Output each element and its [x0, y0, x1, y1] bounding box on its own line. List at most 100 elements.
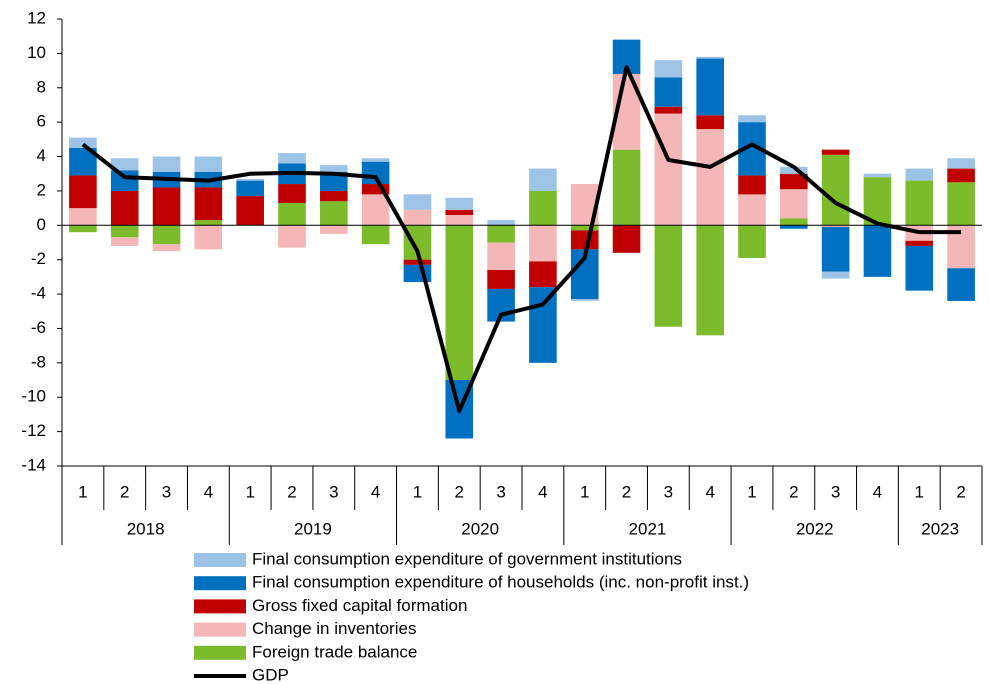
legend-label: Change in inventories [252, 619, 416, 638]
x-tick-label: 3 [664, 482, 673, 501]
bar-segment [487, 270, 515, 289]
x-tick-label: 4 [705, 482, 714, 501]
bar-segment [361, 158, 390, 162]
x-group-label: 2021 [629, 519, 667, 538]
bar-segment [110, 158, 139, 171]
x-tick-label: 2 [120, 482, 129, 501]
bar-segment [947, 268, 975, 301]
bar-segment [738, 115, 766, 123]
bar-segment [445, 225, 474, 381]
bar-segment [529, 225, 557, 262]
bar-segment [110, 225, 139, 238]
bar-segment [403, 209, 432, 226]
bar-segment [320, 225, 348, 234]
bar-segment [821, 271, 850, 279]
bar-segment [194, 187, 223, 221]
x-tick-label: 1 [915, 482, 924, 501]
bar-segment [696, 58, 724, 116]
x-tick-label: 4 [873, 482, 882, 501]
bar-segment [361, 184, 390, 195]
y-tick-label: -6 [31, 318, 46, 337]
bar-segment [445, 214, 474, 226]
bar-segment [110, 237, 139, 246]
x-tick-label: 2 [956, 482, 965, 501]
bar-segment [403, 259, 432, 265]
bar-segment [821, 227, 850, 272]
bar-segment [947, 182, 975, 226]
bar-segment [529, 261, 557, 288]
bar-segment [320, 190, 348, 202]
y-tick-label: 4 [37, 146, 46, 165]
bar-segment [905, 180, 934, 226]
bar-segment [654, 77, 683, 107]
bar-segment [403, 264, 432, 283]
legend-label: GDP [252, 665, 289, 684]
bar-segment [278, 153, 306, 164]
legend-swatch [194, 645, 246, 660]
bar-segment [780, 173, 808, 190]
bar-segment [445, 209, 474, 215]
bar-segment [110, 170, 139, 191]
x-tick-label: 4 [538, 482, 547, 501]
x-tick-label: 1 [413, 482, 422, 501]
bar-segment [320, 172, 348, 191]
bar-segment [780, 225, 808, 229]
bar-segment [69, 208, 97, 226]
y-tick-label: -4 [31, 284, 46, 303]
y-tick-label: -8 [31, 352, 46, 371]
legend-label: Final consumption expenditure of househo… [252, 573, 749, 592]
y-tick-label: -10 [21, 387, 46, 406]
bar-segment [821, 149, 850, 155]
x-group-label: 2019 [294, 519, 332, 538]
y-tick-label: 12 [27, 8, 46, 27]
bar-segment [278, 225, 306, 248]
legend-label: Final consumption expenditure of governm… [252, 549, 682, 568]
bar-segment [236, 196, 264, 226]
bar-segment [529, 168, 557, 191]
bar-segment [863, 225, 892, 277]
x-group-label: 2018 [127, 519, 165, 538]
y-tick-label: -12 [21, 421, 46, 440]
bar-segment [236, 180, 264, 197]
bar-segment [278, 202, 306, 226]
bar-segment [780, 189, 808, 219]
bar-segment [570, 299, 599, 301]
bar-segment [320, 165, 348, 173]
bar-segment [905, 245, 934, 291]
bar-segment [821, 154, 850, 226]
bar-segment [612, 225, 641, 253]
x-tick-label: 3 [162, 482, 171, 501]
bar-segment [780, 218, 808, 226]
bar-segment [738, 175, 766, 195]
bar-segment [445, 197, 474, 210]
x-tick-label: 3 [329, 482, 338, 501]
x-tick-label: 3 [831, 482, 840, 501]
bar-segment [570, 230, 599, 250]
legend-label: Foreign trade balance [252, 642, 417, 661]
bar-segment [570, 225, 599, 231]
x-group-label: 2020 [461, 519, 499, 538]
bar-segment [403, 194, 432, 210]
bar-segment [236, 178, 264, 181]
bar-segment [110, 190, 139, 226]
bar-segment [905, 168, 934, 181]
y-tick-label: 8 [37, 77, 46, 96]
bar-segment [612, 149, 641, 226]
y-tick-label: 6 [37, 112, 46, 131]
x-tick-label: 1 [245, 482, 254, 501]
legend-swatch [194, 576, 246, 591]
bar-segment [821, 225, 850, 228]
y-tick-label: -14 [21, 455, 46, 474]
bar-segment [696, 225, 724, 336]
bar-segment [152, 244, 181, 252]
y-tick-label: 0 [37, 215, 46, 234]
bar-segment [152, 225, 181, 245]
bar-segment [194, 220, 223, 226]
bar-segment [696, 115, 724, 130]
bar-segment [654, 225, 683, 327]
bar-segment [487, 225, 515, 243]
x-tick-label: 1 [580, 482, 589, 501]
bar-segment [696, 129, 724, 226]
bar-segment [654, 113, 683, 226]
bar-segment [69, 175, 97, 209]
